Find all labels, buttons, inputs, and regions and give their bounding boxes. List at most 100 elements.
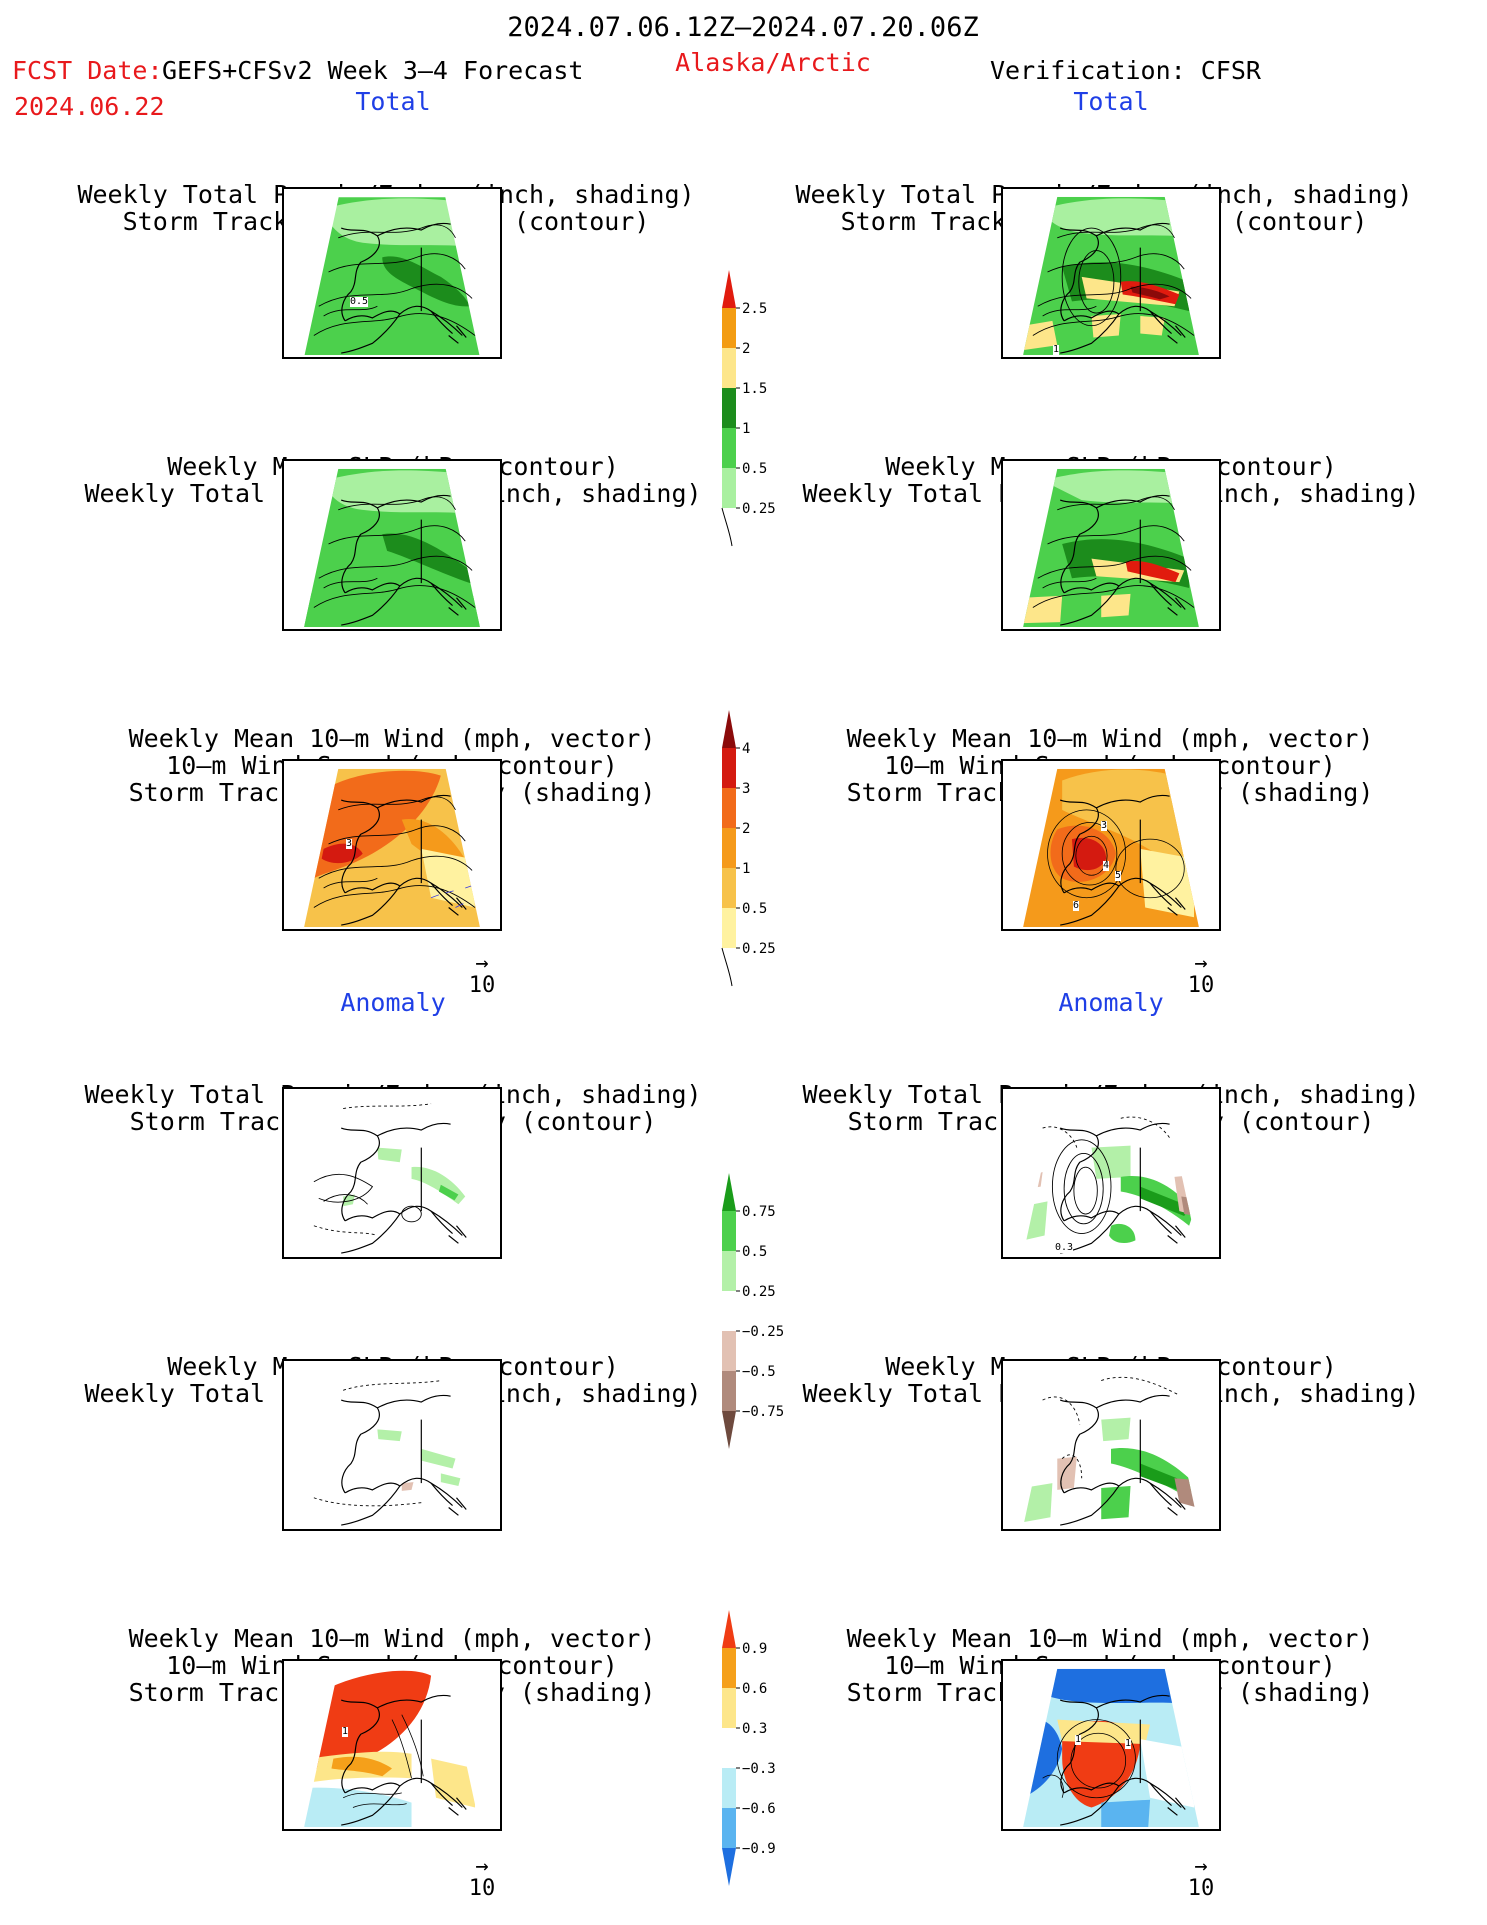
section-anomaly-left: Anomaly [340, 988, 446, 1017]
vector-ref-label: 10 [468, 1876, 496, 1901]
colorbar-label: 3 [742, 781, 750, 797]
map-a2-right [1001, 1359, 1221, 1531]
colorbar-bottom-triangle [722, 1848, 736, 1886]
region-label: Alaska/Arctic [675, 48, 871, 77]
colorbar-label: 0.3 [742, 1721, 767, 1737]
vector-ref-label: 10 [1187, 1876, 1215, 1901]
vector-ref-label: 10 [468, 973, 496, 998]
colorbar-segment [722, 868, 736, 908]
map-label-t3-right-d: 6 [1073, 900, 1080, 911]
colorbar-label: 1 [742, 421, 750, 437]
colorbar-label: −0.5 [742, 1364, 776, 1380]
colorbar-top-triangle [722, 270, 736, 308]
colorbar-label: 1 [742, 861, 750, 877]
map-a2-left [282, 1359, 502, 1531]
colorbar-label: 2 [742, 821, 750, 837]
map-label-a1-right: 0.3 [1055, 1242, 1074, 1253]
colorbar-segment [722, 428, 736, 468]
colorbar-segment [722, 828, 736, 868]
colorbar-segment [722, 1371, 736, 1411]
arrow-right-icon: → [475, 1854, 489, 1879]
colorbar-segment [722, 388, 736, 428]
map-a1-right: 0.3 [1001, 1087, 1221, 1259]
colorbar-segment [722, 348, 736, 388]
colorbar-label: 0.25 [742, 501, 776, 517]
colorbar-label: −0.25 [742, 1324, 784, 1340]
colorbar-label: 4 [742, 741, 750, 757]
colorbar-tail [721, 507, 733, 547]
map-t2-right [1001, 459, 1221, 631]
colorbar-label: 2 [742, 341, 750, 357]
colorbar-precip-total: 2.5 2 1.5 1 0.5 0.25 [721, 270, 782, 548]
colorbar-label: 0.25 [742, 1284, 776, 1300]
colorbar-label: 0.6 [742, 1681, 767, 1697]
colorbar-label: −0.3 [742, 1761, 776, 1777]
colorbar-label: 0.5 [742, 461, 767, 477]
map-t3-left: 3 [282, 759, 502, 931]
vector-ref-label: 10 [1187, 973, 1215, 998]
colorbar-label: −0.6 [742, 1801, 776, 1817]
colorbar-label: 0.5 [742, 901, 767, 917]
colorbar-segment [722, 1808, 736, 1848]
section-total-right: Total [1073, 87, 1149, 116]
vector-ref-a3-right: → 10 [1181, 1854, 1221, 1902]
fcst-date: 2024.06.22 [14, 92, 165, 121]
colorbar-label: 0.25 [742, 941, 776, 957]
colorbar-segment [722, 1251, 736, 1291]
vector-ref-t3-left: → 10 [462, 951, 502, 999]
colorbar-top-triangle [722, 710, 736, 748]
verification-label: Verification: CFSR [990, 56, 1261, 85]
colorbar-label: 0.75 [742, 1204, 776, 1220]
map-label-t3-right-c: 5 [1115, 870, 1122, 881]
colorbar-label: 2.5 [742, 301, 767, 317]
colorbar-precip-anom: 0.75 0.5 0.25 −0.25 −0.5 −0.75 [722, 1173, 784, 1449]
colorbar-segment [722, 308, 736, 348]
arrow-right-icon: → [1194, 1854, 1208, 1879]
map-t1-right: 1 [1001, 187, 1221, 359]
map-label-a3-right-b: 1 [1075, 1734, 1082, 1745]
map-label-a3-left: 1 [342, 1726, 349, 1737]
colorbar-svg: 2.5 2 1.5 1 0.5 0.25 [721, 270, 776, 547]
colorbar-segment [722, 1331, 736, 1371]
map-a1-left [282, 1087, 502, 1259]
vector-ref-a3-left: → 10 [462, 1854, 502, 1902]
colorbar-label: 0.5 [742, 1244, 767, 1260]
map-t1-left: 0.5 [282, 187, 502, 359]
map-t3-right: 3 4 5 6 [1001, 759, 1221, 931]
map-label-t3-left: 3 [346, 838, 353, 849]
date-range: 2024.07.06.12Z–2024.07.20.06Z [507, 12, 979, 43]
colorbar-label: −0.9 [742, 1841, 776, 1857]
map-a3-right: 1 1 [1001, 1659, 1221, 1831]
colorbar-top-triangle [722, 1173, 736, 1211]
model-label: GEFS+CFSv2 Week 3–4 Forecast [162, 56, 584, 85]
map-label-t1-left: 0.5 [350, 296, 369, 307]
map-t2-left [282, 459, 502, 631]
vector-ref-t3-right: → 10 [1181, 951, 1221, 999]
colorbar-segment [722, 1688, 736, 1728]
colorbar-tail [721, 947, 733, 987]
colorbar-segment [722, 1291, 736, 1331]
arrow-right-icon: → [475, 951, 489, 976]
colorbar-label: 1.5 [742, 381, 767, 397]
colorbar-segment [722, 908, 736, 948]
section-total-left: Total [355, 87, 431, 116]
colorbar-segment [722, 1648, 736, 1688]
colorbar-segment [722, 748, 736, 788]
colorbar-segment [722, 788, 736, 828]
map-label-t3-right-b: 4 [1103, 860, 1110, 871]
colorbar-svg: 0.75 0.5 0.25 −0.25 −0.5 −0.75 [722, 1173, 784, 1449]
colorbar-svg: 0.9 0.6 0.3 −0.3 −0.6 −0.9 [722, 1610, 776, 1886]
colorbar-bottom-triangle [722, 1411, 736, 1449]
colorbar-storm-anom: 0.9 0.6 0.3 −0.3 −0.6 −0.9 [722, 1610, 782, 1886]
section-anomaly-right: Anomaly [1058, 988, 1164, 1017]
fcst-label: FCST Date: [12, 56, 163, 85]
colorbar-segment [722, 468, 736, 508]
map-label-t3-right-a: 3 [1101, 820, 1108, 831]
colorbar-label: −0.75 [742, 1404, 784, 1420]
colorbar-segment [722, 1768, 736, 1808]
colorbar-storm-total: 4 3 2 1 0.5 0.25 [721, 710, 782, 988]
map-a3-left: 1 [282, 1659, 502, 1831]
colorbar-svg: 4 3 2 1 0.5 0.25 [721, 710, 776, 987]
arrow-right-icon: → [1194, 951, 1208, 976]
colorbar-segment [722, 1728, 736, 1768]
